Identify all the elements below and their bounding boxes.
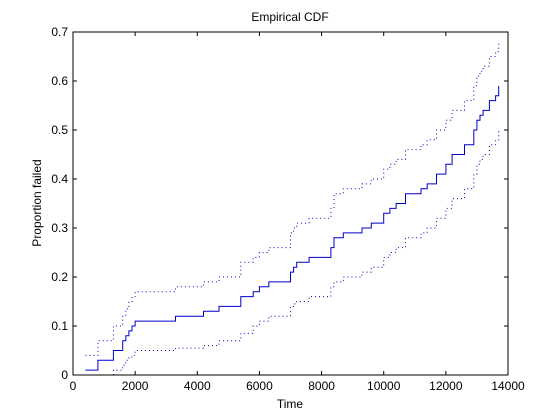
x-tick-label: 4000	[184, 379, 211, 393]
x-tick-label: 14000	[491, 379, 525, 393]
x-tick-label: 6000	[246, 379, 273, 393]
y-axis-label: Proportion failed	[30, 159, 44, 246]
axes-box	[72, 31, 509, 376]
x-axis-ticks: 0 2000 4000 6000 8000 10000 12000 14000	[70, 32, 525, 393]
series-layer	[85, 41, 500, 376]
x-tick-label: 12000	[429, 379, 463, 393]
chart-title: Empirical CDF	[251, 10, 328, 24]
x-tick-label: 0	[70, 379, 77, 393]
lower-bound-line	[85, 130, 500, 376]
upper-bound-line	[85, 41, 500, 356]
y-axis-ticks: 0 0.1 0.2 0.3 0.4 0.5 0.6 0.7	[51, 25, 508, 382]
y-tick-label: 0	[61, 368, 68, 382]
y-tick-label: 0.2	[51, 270, 68, 284]
x-tick-label: 10000	[367, 379, 401, 393]
y-tick-label: 0.5	[51, 123, 68, 137]
x-axis-label: Time	[277, 397, 304, 411]
y-tick-label: 0.1	[51, 319, 68, 333]
y-tick-label: 0.4	[51, 172, 68, 186]
y-tick-label: 0.3	[51, 221, 68, 235]
ecdf-line	[85, 85, 500, 371]
x-tick-label: 8000	[308, 379, 335, 393]
y-tick-label: 0.7	[51, 25, 68, 39]
y-tick-label: 0.6	[51, 74, 68, 88]
plot-area: 0 2000 4000 6000 8000 10000 12000 14000 0 0.1 0.2…	[51, 25, 525, 393]
x-tick-label: 2000	[122, 379, 149, 393]
